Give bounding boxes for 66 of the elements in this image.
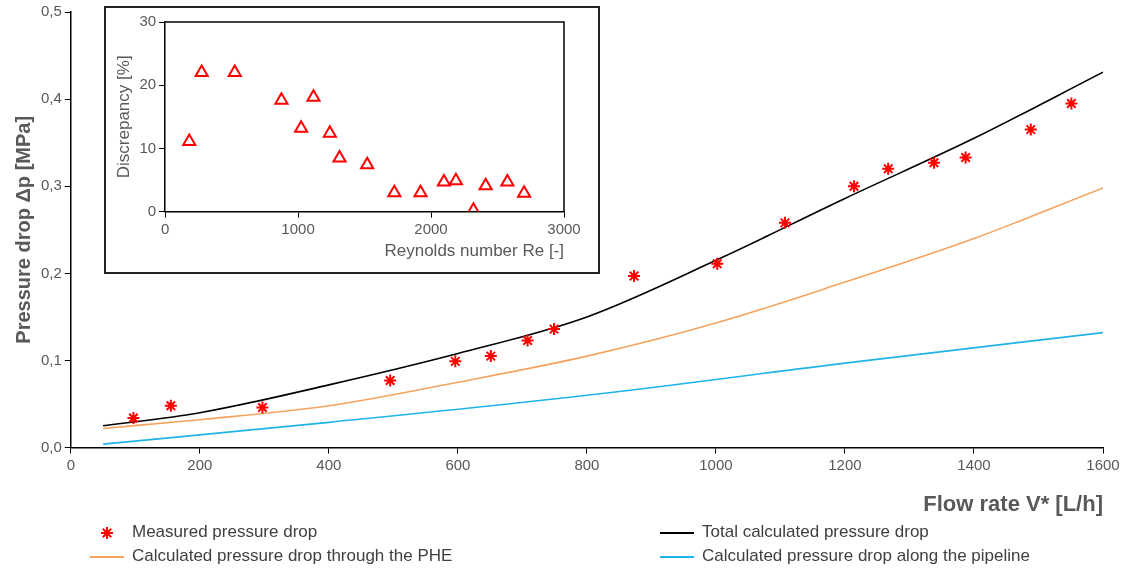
point bbox=[332, 149, 347, 163]
y-tick-label: 0,0 bbox=[40, 437, 62, 455]
point bbox=[182, 133, 197, 146]
legend-label: Measured pressure drop bbox=[132, 522, 318, 542]
y-tick-label: 0,3 bbox=[40, 176, 62, 194]
point bbox=[383, 373, 398, 388]
point bbox=[500, 173, 515, 187]
point bbox=[322, 125, 337, 138]
point bbox=[448, 172, 463, 186]
legend-label: Total calculated pressure drop bbox=[702, 522, 929, 542]
x-tick-label: 2000 bbox=[414, 219, 448, 237]
legend-label: Calculated pressure drop through the PHE bbox=[132, 546, 453, 566]
point bbox=[294, 120, 309, 133]
point bbox=[517, 185, 532, 198]
point bbox=[387, 184, 402, 198]
point bbox=[777, 215, 792, 230]
point bbox=[360, 156, 375, 170]
point bbox=[520, 333, 535, 348]
point bbox=[846, 179, 861, 194]
point bbox=[881, 161, 896, 176]
y-axis-title: Discrepancy [%] bbox=[113, 55, 133, 179]
point bbox=[710, 256, 725, 271]
x-tick-label: 1600 bbox=[1086, 455, 1120, 473]
y-tick-label: 0 bbox=[147, 201, 157, 219]
point bbox=[1064, 96, 1079, 111]
y-axis-title: Pressure drop Δp [MPa] bbox=[11, 115, 34, 344]
point bbox=[274, 92, 289, 105]
y-tick-label: 0,2 bbox=[40, 263, 62, 281]
y-tick-label: 0,1 bbox=[40, 350, 62, 368]
point bbox=[478, 177, 493, 191]
point bbox=[436, 173, 451, 187]
line-series bbox=[102, 331, 1103, 445]
y-tick-label: 0,4 bbox=[40, 89, 62, 107]
x-axis-title: Flow rate V* [L/h] bbox=[923, 490, 1103, 516]
line-series bbox=[102, 187, 1103, 430]
x-tick-label: 3000 bbox=[547, 219, 581, 237]
point bbox=[255, 400, 270, 415]
x-tick-label: 1400 bbox=[957, 455, 991, 473]
point bbox=[448, 354, 463, 369]
point bbox=[547, 322, 562, 337]
legend-label: Calculated pressure drop along the pipeline bbox=[702, 546, 1030, 566]
point bbox=[126, 410, 141, 425]
point bbox=[1023, 122, 1038, 137]
x-tick-label: 1000 bbox=[699, 455, 733, 473]
y-tick-label: 20 bbox=[139, 75, 157, 93]
point bbox=[413, 184, 428, 198]
y-tick-label: 10 bbox=[139, 138, 157, 156]
x-tick-label: 0 bbox=[160, 219, 170, 237]
point bbox=[163, 398, 178, 413]
x-tick-label: 0 bbox=[66, 455, 76, 473]
x-tick-label: 1200 bbox=[828, 455, 862, 473]
y-tick-label: 30 bbox=[139, 12, 157, 30]
x-tick-label: 1000 bbox=[281, 219, 315, 237]
y-tick-label: 0,5 bbox=[40, 2, 62, 20]
x-tick-label: 600 bbox=[445, 455, 471, 473]
x-axis-title: Reynolds number Re [-] bbox=[384, 241, 564, 261]
point bbox=[926, 155, 941, 170]
x-tick-label: 200 bbox=[187, 455, 213, 473]
point bbox=[627, 268, 642, 283]
point bbox=[483, 349, 498, 364]
point bbox=[306, 89, 321, 102]
point bbox=[227, 64, 242, 78]
x-tick-label: 400 bbox=[316, 455, 342, 473]
x-tick-label: 800 bbox=[574, 455, 600, 473]
point bbox=[958, 150, 973, 165]
point bbox=[194, 64, 209, 78]
